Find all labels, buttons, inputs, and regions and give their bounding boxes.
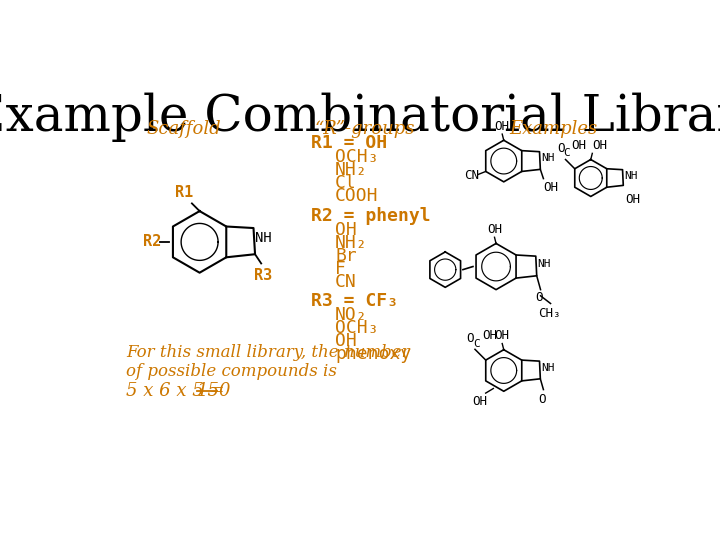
Text: OH: OH <box>335 332 357 350</box>
Text: “R”-groups: “R”-groups <box>315 120 415 138</box>
Text: COOH: COOH <box>335 187 379 205</box>
Text: NH: NH <box>255 231 271 245</box>
Text: Example Combinatorial Library: Example Combinatorial Library <box>0 92 720 141</box>
Text: OH: OH <box>495 119 510 132</box>
Text: OH: OH <box>495 329 510 342</box>
Text: F: F <box>335 260 346 279</box>
Text: NH₂: NH₂ <box>335 161 368 179</box>
Text: CH₃: CH₃ <box>538 307 560 320</box>
Text: NO₂: NO₂ <box>335 306 368 324</box>
Text: R1: R1 <box>175 185 194 200</box>
Text: C: C <box>564 148 570 158</box>
Text: Examples: Examples <box>510 120 598 138</box>
Text: O: O <box>467 332 474 345</box>
Text: O: O <box>535 291 543 304</box>
Text: CN: CN <box>335 273 357 292</box>
Text: Scaffold: Scaffold <box>147 120 222 138</box>
Text: O: O <box>538 393 546 406</box>
Text: 5 x 6 x 5 =: 5 x 6 x 5 = <box>127 382 231 400</box>
Text: For this small library, the number
of possible compounds is: For this small library, the number of po… <box>127 343 410 380</box>
Text: O: O <box>557 142 564 155</box>
Text: NH₂: NH₂ <box>335 234 368 252</box>
Text: NH: NH <box>541 363 554 374</box>
Text: R3: R3 <box>253 268 272 283</box>
Text: CN: CN <box>464 169 480 182</box>
Text: OH: OH <box>487 222 502 236</box>
Text: phenoxy: phenoxy <box>335 345 411 363</box>
Text: R2: R2 <box>143 234 161 249</box>
Text: OCH₃: OCH₃ <box>335 148 379 166</box>
Text: R1 = OH: R1 = OH <box>311 134 387 152</box>
Text: NH: NH <box>537 259 551 269</box>
Text: OH: OH <box>544 181 559 194</box>
Text: C: C <box>473 339 480 348</box>
Text: OH: OH <box>472 395 487 408</box>
Text: NH: NH <box>624 171 638 181</box>
Text: NH: NH <box>541 153 554 163</box>
Text: OH: OH <box>482 329 497 342</box>
Text: OH: OH <box>335 221 357 239</box>
Text: R2 = phenyl: R2 = phenyl <box>311 207 431 225</box>
Text: 150: 150 <box>197 382 231 400</box>
Text: OH: OH <box>571 139 586 152</box>
Text: R3 = CF₃: R3 = CF₃ <box>311 292 398 310</box>
Text: Br: Br <box>335 247 357 265</box>
Text: OH: OH <box>626 193 641 206</box>
Text: OCH₃: OCH₃ <box>335 319 379 337</box>
Text: Cl: Cl <box>335 174 357 192</box>
Text: OH: OH <box>593 139 607 152</box>
